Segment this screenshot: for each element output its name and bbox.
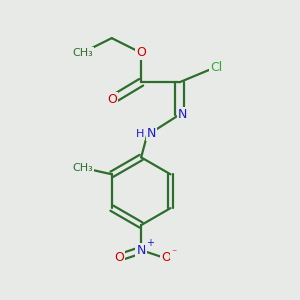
Text: Cl: Cl (210, 61, 222, 74)
Text: H: H (136, 129, 144, 139)
Text: CH₃: CH₃ (72, 164, 93, 173)
Text: N: N (147, 127, 156, 140)
Text: CH₃: CH₃ (72, 48, 93, 58)
Text: O: O (107, 93, 117, 106)
Text: N: N (178, 108, 187, 121)
Text: +: + (146, 238, 154, 248)
Text: N: N (136, 244, 146, 256)
Text: O: O (136, 46, 146, 59)
Text: O: O (114, 251, 124, 264)
Text: O: O (161, 251, 171, 264)
Text: ⁻: ⁻ (171, 248, 176, 258)
